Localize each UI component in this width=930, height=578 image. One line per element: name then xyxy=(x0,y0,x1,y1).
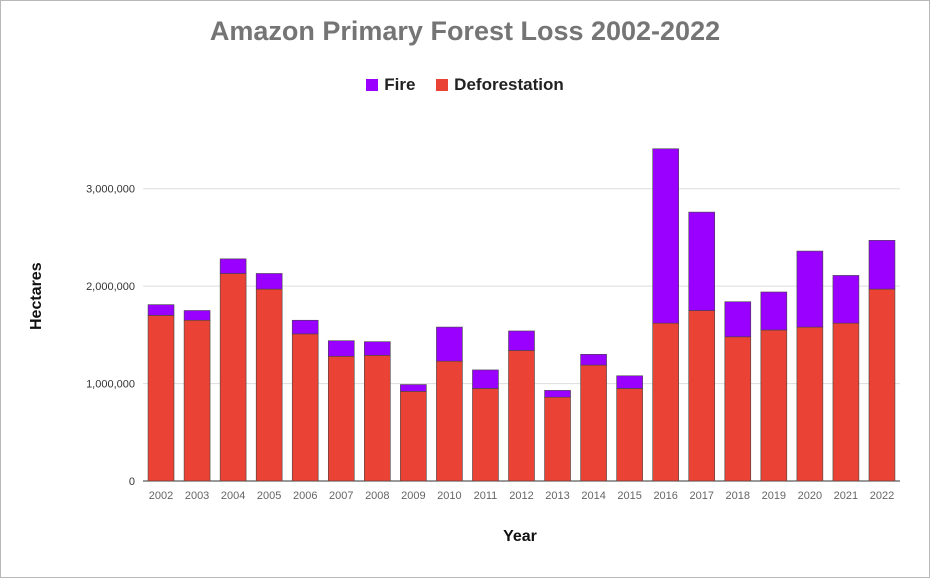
legend-swatch-deforestation xyxy=(436,79,449,91)
bar-fire xyxy=(472,369,499,389)
x-tick-label: 2006 xyxy=(293,490,317,502)
bar-fire xyxy=(364,341,391,356)
legend: Fire Deforestation xyxy=(0,75,930,95)
bar-deforestation xyxy=(724,336,752,482)
bar-deforestation xyxy=(616,388,643,482)
bar-deforestation xyxy=(147,315,175,482)
bar-deforestation xyxy=(760,329,788,482)
bar-fire xyxy=(616,375,643,389)
bar-fire xyxy=(327,340,355,357)
bar-fire xyxy=(868,240,896,290)
x-tick-label: 2015 xyxy=(617,490,641,502)
legend-swatch-fire xyxy=(366,79,379,91)
x-tick-label: 2010 xyxy=(437,490,461,502)
bar-deforestation xyxy=(219,273,247,482)
bar-deforestation xyxy=(508,350,535,482)
x-tick-label: 2013 xyxy=(545,490,569,502)
bar-fire xyxy=(400,384,427,392)
x-tick-label: 2019 xyxy=(762,490,786,502)
bar-fire xyxy=(508,330,535,351)
bar-deforestation xyxy=(688,310,716,482)
bar-fire xyxy=(832,275,860,324)
y-tick-label: 2,000,000 xyxy=(86,281,135,293)
legend-label-fire: Fire xyxy=(384,75,416,94)
x-tick-label: 2004 xyxy=(221,490,245,502)
bar-deforestation xyxy=(868,288,896,482)
bar-fire xyxy=(436,326,463,362)
bar-deforestation xyxy=(580,364,607,482)
x-tick-label: 2014 xyxy=(581,490,605,502)
x-tick-label: 2016 xyxy=(653,490,677,502)
bar-deforestation xyxy=(796,326,824,482)
x-tick-label: 2002 xyxy=(149,490,173,502)
legend-label-deforestation: Deforestation xyxy=(454,75,564,94)
bar-deforestation xyxy=(183,319,211,482)
x-tick-label: 2018 xyxy=(726,490,750,502)
bar-deforestation xyxy=(400,391,427,482)
x-tick-label: 2009 xyxy=(401,490,425,502)
bar-fire xyxy=(147,304,175,316)
bar-deforestation xyxy=(255,288,283,482)
bar-deforestation xyxy=(291,333,319,482)
x-tick-label: 2021 xyxy=(834,490,858,502)
chart-title: Amazon Primary Forest Loss 2002-2022 xyxy=(209,16,721,46)
bar-deforestation xyxy=(832,322,860,482)
x-tick-label: 2008 xyxy=(365,490,389,502)
bar-deforestation xyxy=(544,396,571,482)
bar-fire xyxy=(291,319,319,335)
bar-deforestation xyxy=(472,388,499,482)
y-tick-label: 3,000,000 xyxy=(86,184,135,196)
bar-deforestation xyxy=(327,355,355,482)
y-tick-label: 0 xyxy=(129,476,135,488)
x-tick-label: 2012 xyxy=(509,490,533,502)
bar-fire xyxy=(183,310,211,321)
x-axis-label: Year xyxy=(503,528,537,545)
x-tick-label: 2007 xyxy=(329,490,353,502)
bar-fire xyxy=(255,273,283,290)
bar-fire xyxy=(760,291,788,331)
bar-deforestation xyxy=(364,355,391,482)
x-tick-label: 2005 xyxy=(257,490,281,502)
bar-fire xyxy=(796,250,824,328)
legend-item-fire: Fire xyxy=(366,75,415,95)
y-tick-label: 1,000,000 xyxy=(86,379,135,391)
x-tick-label: 2022 xyxy=(870,490,894,502)
bar-deforestation xyxy=(652,322,679,482)
bar-fire xyxy=(544,390,571,398)
bar-fire xyxy=(580,354,607,366)
legend-item-deforestation: Deforestation xyxy=(436,75,564,95)
x-tick-label: 2020 xyxy=(798,490,822,502)
bar-fire xyxy=(652,148,679,324)
bar-fire xyxy=(724,301,752,338)
x-tick-label: 2003 xyxy=(185,490,209,502)
bar-deforestation xyxy=(436,360,463,482)
bar-fire xyxy=(219,258,247,274)
bar-fire xyxy=(688,211,716,311)
x-tick-label: 2011 xyxy=(474,490,498,502)
x-tick-label: 2017 xyxy=(689,490,713,502)
